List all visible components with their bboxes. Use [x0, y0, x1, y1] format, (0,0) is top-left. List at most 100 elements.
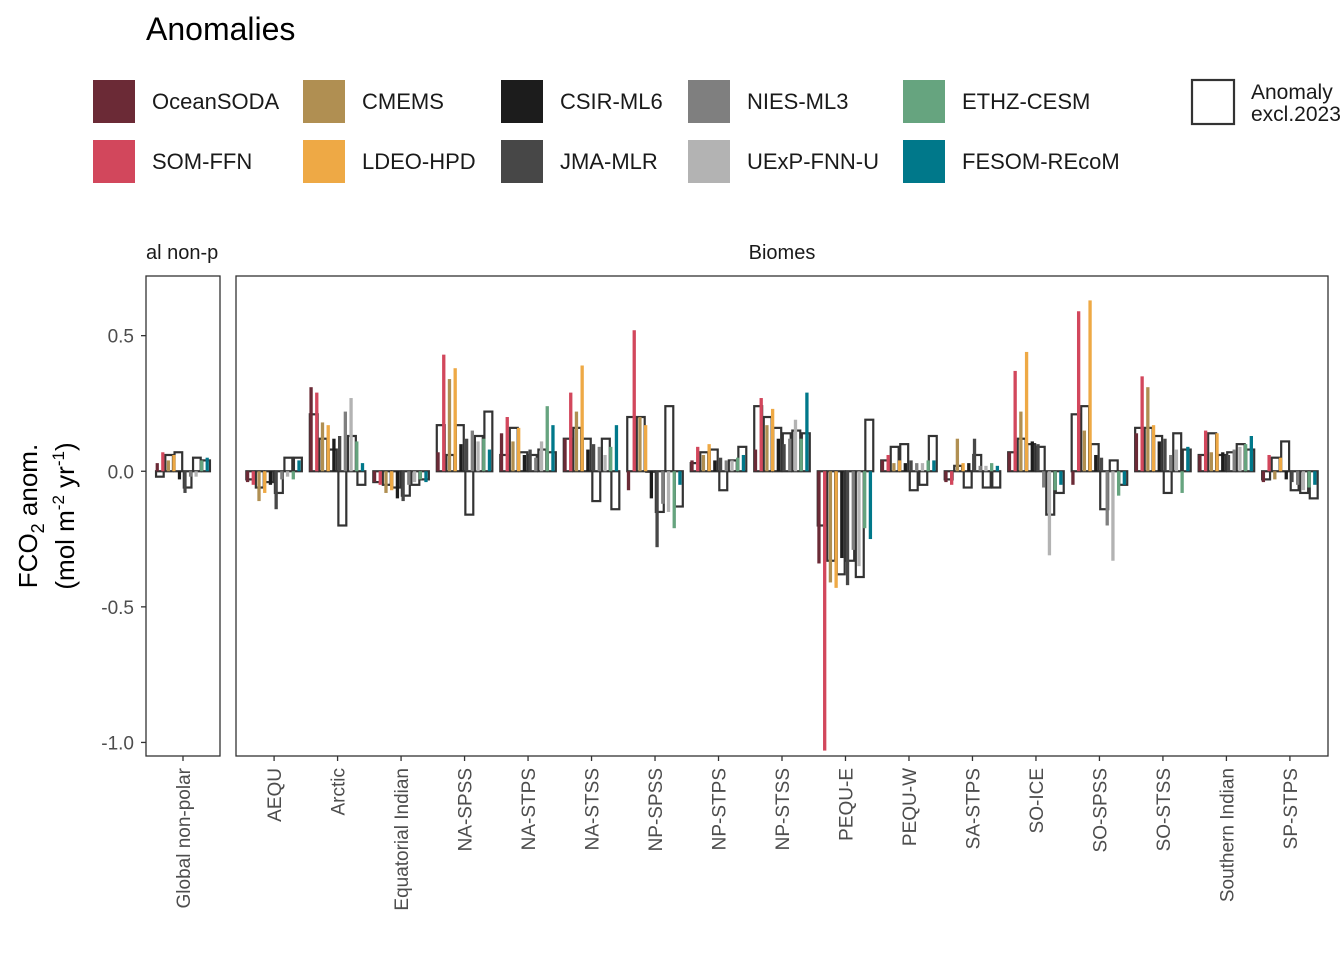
- bar-csir-ml6: [1094, 454, 1098, 472]
- category-arctic: [308, 387, 367, 527]
- bar-outline-excl2023: [191, 456, 202, 473]
- bar-jma-mlr: [1290, 471, 1294, 483]
- legend-swatch-som-ffn: [93, 140, 135, 183]
- bar-som-ffn: [759, 398, 763, 472]
- bar-fesom-recom: [297, 460, 301, 472]
- bar-uexp-fnn-u: [603, 454, 607, 472]
- bar-fesom-recom: [741, 454, 746, 472]
- bar-fesom-recom: [1186, 446, 1190, 472]
- y-tick-label: 0.5: [108, 327, 134, 348]
- legend-label-oceansoda: OceanSODA: [152, 89, 279, 114]
- legend-label-nies-ml3: NIES-ML3: [747, 89, 848, 114]
- bar-cmems: [1273, 471, 1277, 480]
- bar-fesom-recom: [1059, 471, 1063, 485]
- legend-swatch-oceansoda: [93, 80, 135, 123]
- bar-cmems: [955, 438, 960, 472]
- category-np-spss: [626, 330, 684, 548]
- bar-cmems: [765, 425, 769, 472]
- bar-csir-ml6: [459, 444, 463, 472]
- bar-ethz-cesm: [545, 406, 549, 472]
- bar-outline-excl2023: [991, 470, 1002, 489]
- bar-nies-ml3: [915, 463, 919, 472]
- bar-outline-excl2023: [864, 418, 875, 473]
- legend-swatch-fesom-recom: [903, 140, 945, 183]
- bar-uexp-fnn-u: [285, 471, 290, 477]
- category-equatorial-indian: [372, 470, 430, 502]
- bar-csir-ml6: [522, 454, 527, 472]
- bar-ethz-cesm: [672, 471, 676, 529]
- legend-label-jma-mlr: JMA-MLR: [560, 149, 658, 174]
- bar-cmems: [166, 460, 170, 472]
- bar-cmems: [320, 422, 325, 472]
- bar-csir-ml6: [903, 463, 907, 472]
- bar-nies-ml3: [851, 471, 855, 550]
- category-so-ice: [1007, 351, 1065, 556]
- y-tick-label: -1.0: [101, 733, 134, 754]
- bar-oceansoda: [436, 452, 440, 472]
- bar-fesom-recom: [868, 471, 873, 540]
- category-np-stps: [689, 444, 748, 492]
- bar-cmems: [257, 471, 261, 502]
- bar-jma-mlr: [1099, 457, 1104, 472]
- bar-fesom-recom: [1313, 471, 1317, 485]
- bar-fesom-recom: [1249, 436, 1253, 472]
- bar-jma-mlr: [183, 471, 187, 493]
- bar-cmems: [638, 417, 642, 472]
- legend-outline-key: Anomaly excl.2023: [1190, 78, 1341, 126]
- x-tick-label: NP-STPS: [710, 768, 731, 850]
- panel-al-non-p: al non-p Global non-polar: [145, 242, 221, 908]
- legend: Anomalies OceanSODA SOM-FFN CMEMS LDEO-HPD C…: [93, 11, 1341, 183]
- x-tick-label: SO-ICE: [1027, 768, 1048, 833]
- legend-swatch-csir-ml6: [501, 80, 543, 123]
- y-axis-title-line2: (mol m-2 yr-1): [49, 442, 80, 589]
- bar-oceansoda: [155, 463, 159, 472]
- bar-ldeo-hpd: [580, 365, 584, 472]
- x-tick-label: PEQU-E: [836, 768, 857, 841]
- legend-keys: OceanSODA SOM-FFN CMEMS LDEO-HPD CSIR-ML6 JMA…: [93, 80, 1120, 183]
- bar-oceansoda: [817, 471, 821, 564]
- panel-strip-label: Biomes: [749, 242, 816, 264]
- bar-oceansoda: [690, 460, 694, 472]
- bar-csir-ml6: [1284, 471, 1288, 480]
- bar-som-ffn: [1013, 370, 1017, 472]
- bar-ldeo-hpd: [172, 454, 176, 472]
- panel-bars: [245, 300, 1319, 751]
- bar-fesom-recom: [678, 471, 682, 485]
- bar-ethz-cesm: [1307, 471, 1311, 488]
- bar-jma-mlr: [401, 471, 405, 502]
- bar-ethz-cesm: [990, 463, 994, 472]
- legend-label-cmems: CMEMS: [362, 89, 444, 114]
- bar-ethz-cesm: [1053, 471, 1057, 491]
- bar-csir-ml6: [332, 438, 336, 472]
- bar-fesom-recom: [932, 460, 936, 472]
- bar-fesom-recom: [614, 425, 619, 472]
- bar-fesom-recom: [424, 471, 428, 483]
- bar-jma-mlr: [972, 438, 977, 472]
- bar-csir-ml6: [268, 471, 273, 485]
- bar-uexp-fnn-u: [857, 471, 861, 567]
- bar-ethz-cesm: [736, 457, 740, 472]
- bar-oceansoda: [753, 449, 758, 472]
- bar-outline-excl2023: [927, 434, 938, 473]
- bar-nies-ml3: [1105, 471, 1109, 526]
- bar-jma-mlr: [337, 436, 342, 472]
- bar-cmems: [574, 411, 579, 472]
- bar-outline-excl2023: [283, 456, 294, 473]
- bar-som-ffn: [569, 392, 573, 472]
- bar-uexp-fnn-u: [1301, 471, 1306, 491]
- bar-outline-excl2023: [173, 451, 184, 473]
- bar-csir-ml6: [1221, 452, 1225, 472]
- legend-label-ldeo-hpd: LDEO-HPD: [362, 149, 476, 174]
- bar-ldeo-hpd: [1278, 457, 1283, 472]
- x-tick-label: Global non-polar: [174, 767, 195, 908]
- bar-csir-ml6: [177, 471, 182, 480]
- bar-nies-ml3: [534, 457, 538, 472]
- bar-uexp-fnn-u: [349, 398, 353, 472]
- category-so-spss: [1070, 300, 1129, 561]
- bar-cmems: [1019, 411, 1023, 472]
- bar-nies-ml3: [1169, 454, 1173, 472]
- legend-label-ethz-cesm: ETHZ-CESM: [962, 89, 1090, 114]
- bar-nies-ml3: [188, 471, 193, 477]
- bar-ethz-cesm: [482, 438, 486, 472]
- bar-uexp-fnn-u: [1047, 471, 1052, 556]
